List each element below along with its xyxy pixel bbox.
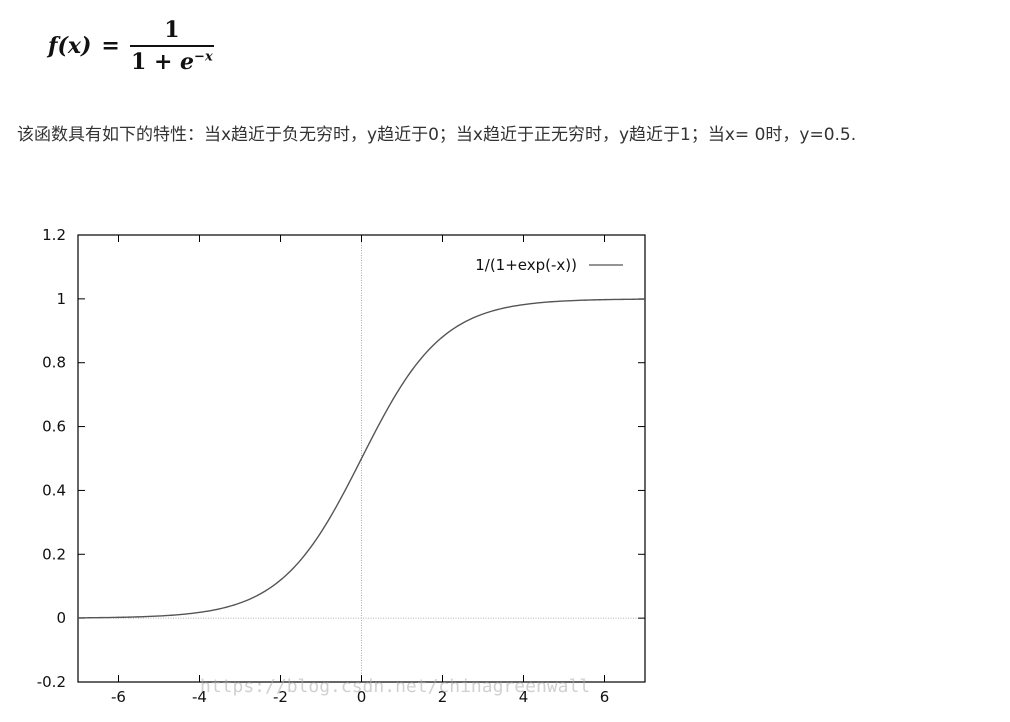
legend-label: 1/(1+exp(-x)) <box>475 256 577 274</box>
y-tick-label: 1.2 <box>42 226 66 244</box>
y-tick-label: -0.2 <box>37 673 66 691</box>
x-tick-label: 4 <box>519 688 529 706</box>
x-tick-label: 0 <box>357 688 367 706</box>
sigmoid-chart: -6 -4 -2 0 2 4 6 -0.2 0 0.2 0.4 0.6 0.8 1 1.2 1/(1+exp(… <box>37 226 646 706</box>
series-line <box>77 298 646 619</box>
formula-fraction-bar <box>129 45 214 47</box>
formula-denominator: 1 + e−x <box>131 47 213 75</box>
description-text: 该函数具有如下的特性：当x趋近于负无穷时，y趋近于0；当x趋近于正无穷时，y趋近… <box>17 125 857 145</box>
y-tick-label: 0.8 <box>42 354 66 372</box>
formula-denominator-exponent: −x <box>194 49 213 65</box>
x-tick-label: -2 <box>273 688 288 706</box>
x-tick-label: 2 <box>438 688 448 706</box>
y-tick-label: 0.4 <box>42 481 66 499</box>
x-tick-label: 6 <box>600 688 610 706</box>
formula-fraction: 1 1 + e−x <box>129 17 214 75</box>
y-tick-label: 0 <box>56 609 66 627</box>
y-tick-label: 0.2 <box>42 545 66 563</box>
formula-denominator-e: e <box>180 49 195 75</box>
formula-equals: = <box>101 33 120 59</box>
y-tick-label: 1 <box>56 290 66 308</box>
sigmoid-formula: f(x) = 1 1 + e−x <box>48 10 214 82</box>
x-tick-label: -4 <box>192 688 207 706</box>
formula-lhs: f(x) <box>48 33 92 59</box>
y-tick-label: 0.6 <box>42 418 66 436</box>
formula-numerator: 1 <box>164 17 180 43</box>
watermark: https://blog.csdn.net/chinagreenwall <box>200 676 591 697</box>
formula-denominator-base: 1 + <box>130 49 181 75</box>
x-tick-label: -6 <box>111 688 126 706</box>
